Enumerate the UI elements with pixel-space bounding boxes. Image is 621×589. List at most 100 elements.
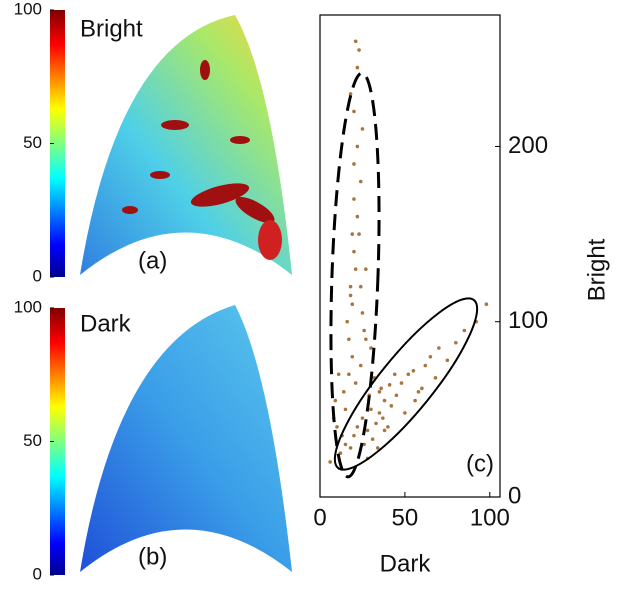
scatter-point (437, 346, 441, 350)
x-tick-label: 0 (313, 504, 326, 531)
scatter-point (392, 372, 397, 377)
scatter-point (352, 433, 356, 438)
scatter-point (348, 284, 353, 289)
scatter-point (428, 354, 433, 359)
scatter-point (374, 421, 378, 426)
scatter-point (362, 328, 366, 333)
scatter-point (360, 311, 365, 315)
scatter-point (328, 460, 332, 464)
scatter-point (352, 162, 356, 166)
scatter-point (345, 319, 349, 324)
dashed-ellipse (329, 71, 381, 479)
scatter-point (411, 369, 416, 373)
scatter-point (343, 442, 348, 447)
colorbar-tick-label: 0 (33, 564, 42, 583)
colorbar-tick-label: 0 (33, 266, 42, 285)
scatter-point (353, 381, 358, 385)
scatter-point (353, 267, 358, 271)
scatter-point (416, 390, 421, 394)
x-tick-label: 50 (392, 504, 419, 531)
scatter-point (357, 48, 361, 52)
scatter-point (350, 354, 355, 359)
scatter-point (382, 398, 387, 403)
scatter-point (394, 393, 399, 398)
scatter-point (347, 372, 351, 377)
scatter-point (358, 284, 363, 289)
colorbar-tick-label: 50 (23, 431, 42, 450)
scatter-point (389, 404, 394, 408)
scatter-point (364, 267, 368, 271)
x-axis-label: Dark (380, 550, 432, 577)
scatter-point (387, 383, 392, 387)
lung-map (80, 305, 292, 572)
x-tick-label: 100 (470, 504, 510, 531)
scatter-point (355, 425, 360, 429)
scatter-point (353, 39, 358, 44)
scatter-point (370, 437, 375, 441)
panel-a: Bright (a) (50, 10, 292, 277)
ellipses (329, 71, 479, 479)
scatter-point (352, 249, 356, 254)
solid-ellipse (333, 297, 479, 471)
hot-spots (122, 60, 282, 260)
y-tick-label: 200 (508, 132, 548, 159)
scatter-point (399, 381, 404, 385)
scatter-point (423, 363, 428, 368)
scatter-point (352, 197, 356, 201)
scatter-point (348, 293, 353, 298)
scatter-point (420, 386, 424, 391)
scatter-point (377, 411, 382, 415)
scatter-point (335, 425, 339, 429)
scatter-point (355, 144, 360, 149)
map-label: Dark (80, 310, 132, 337)
axes-box (319, 14, 501, 498)
scatter-point (433, 376, 438, 380)
scatter-point (336, 372, 341, 377)
scatter-point (341, 390, 346, 394)
scatter-point (343, 407, 348, 412)
scatter-point (358, 179, 363, 184)
scatter-point (350, 302, 355, 307)
scatter-point (358, 363, 363, 368)
scatter-point (360, 416, 365, 420)
colorbar-tick-label: 50 (23, 133, 42, 152)
scatter-point (413, 398, 417, 403)
panel-b: Dark (b) (50, 305, 292, 575)
map-label: Bright (80, 15, 143, 42)
scatter-point (484, 302, 489, 307)
scatter-point (386, 425, 390, 429)
scatter-point (357, 232, 361, 236)
scatter-point (350, 232, 355, 236)
scatter-point (333, 398, 338, 403)
scatter-point (352, 109, 356, 114)
y-axis-label: Bright (583, 238, 610, 301)
scatter-point (347, 337, 351, 342)
scatter-point (369, 346, 373, 350)
panel-label: (c) (466, 450, 494, 477)
scatter-point (462, 328, 467, 333)
colorbar (50, 10, 65, 277)
scatter-point (355, 65, 360, 70)
scatter-point (382, 428, 387, 433)
panel-label: (a) (138, 247, 167, 274)
scatter-point (355, 214, 360, 219)
y-tick-label: 0 (508, 482, 521, 509)
scatter-point (406, 372, 411, 377)
scatter-point (375, 446, 380, 450)
y-tick-label: 100 (508, 307, 548, 334)
scatter-point (364, 337, 368, 342)
scatter-point (369, 407, 373, 412)
scatter-point (403, 411, 407, 415)
scatter-point (365, 428, 370, 433)
scatter-point (348, 446, 353, 450)
scatter-point (379, 386, 383, 391)
scatter-point (445, 358, 450, 363)
colorbar-tick-label: 100 (14, 297, 42, 316)
scatter-point (377, 390, 382, 394)
colorbar (50, 308, 65, 575)
scatter-point (360, 127, 365, 131)
scatter-point (454, 340, 458, 345)
colorbar-tick-label: 100 (14, 0, 42, 18)
